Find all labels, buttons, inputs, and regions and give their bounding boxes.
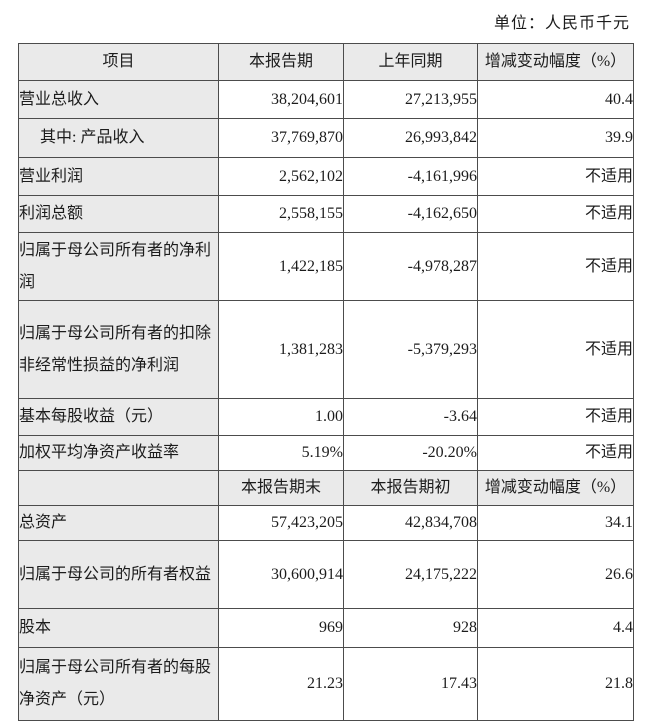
current-value-cell: 1,422,185 <box>218 232 344 301</box>
prior-value-cell: 42,834,708 <box>343 505 478 541</box>
label-cell: 归属于母公司的所有者权益 <box>18 540 219 609</box>
row-net-profit-excl-nonrecurring: 归属于母公司所有者的扣除非经常性损益的净利润 1,381,283 -5,379,… <box>18 300 634 399</box>
current-value-cell: 30,600,914 <box>218 540 344 609</box>
prior-value-cell: -4,161,996 <box>343 157 478 196</box>
label-cell: 营业总收入 <box>18 80 219 119</box>
header-change-percent-2: 增减变动幅度（%） <box>477 470 634 506</box>
change-value-cell: 不适用 <box>477 435 634 471</box>
prior-value-cell: -3.64 <box>343 398 478 436</box>
row-net-assets-per-share: 归属于母公司所有者的每股净资产（元） 21.23 17.43 21.8 <box>18 647 634 721</box>
change-value-cell: 不适用 <box>477 300 634 399</box>
label-cell: 总资产 <box>18 505 219 541</box>
row-basic-eps: 基本每股收益（元） 1.00 -3.64 不适用 <box>18 398 634 436</box>
label-cell: 股本 <box>18 608 219 648</box>
prior-value-cell: 26,993,842 <box>343 118 478 158</box>
current-value-cell: 57,423,205 <box>218 505 344 541</box>
current-value-cell: 37,769,870 <box>218 118 344 158</box>
current-value-cell: 38,204,601 <box>218 80 344 119</box>
label-cell: 归属于母公司所有者的每股净资产（元） <box>18 647 219 721</box>
change-value-cell: 4.4 <box>477 608 634 648</box>
prior-value-cell: -4,162,650 <box>343 195 478 233</box>
change-value-cell: 21.8 <box>477 647 634 721</box>
prior-value-cell: 17.43 <box>343 647 478 721</box>
currency-unit-label: 单位：人民币千元 <box>493 15 630 32</box>
prior-value-cell: -20.20% <box>343 435 478 471</box>
row-total-revenue: 营业总收入 38,204,601 27,213,955 40.4 <box>18 80 634 119</box>
current-value-cell: 2,558,155 <box>218 195 344 233</box>
label-cell: 其中: 产品收入 <box>18 118 219 158</box>
change-value-cell: 40.4 <box>477 80 634 119</box>
current-value-cell: 969 <box>218 608 344 648</box>
header-prior-period: 上年同期 <box>343 43 478 81</box>
change-value-cell: 39.9 <box>477 118 634 158</box>
row-share-capital: 股本 969 928 4.4 <box>18 608 634 648</box>
change-value-cell: 不适用 <box>477 195 634 233</box>
label-cell: 营业利润 <box>18 157 219 196</box>
header-current-period: 本报告期 <box>218 43 344 81</box>
row-operating-profit: 营业利润 2,562,102 -4,161,996 不适用 <box>18 157 634 196</box>
label-cell: 利润总额 <box>18 195 219 233</box>
current-value-cell: 21.23 <box>218 647 344 721</box>
change-value-cell: 34.1 <box>477 505 634 541</box>
row-product-revenue: 其中: 产品收入 37,769,870 26,993,842 39.9 <box>18 118 634 158</box>
prior-value-cell: 27,213,955 <box>343 80 478 119</box>
row-weighted-avg-roe: 加权平均净资产收益率 5.19% -20.20% 不适用 <box>18 435 634 471</box>
change-value-cell: 不适用 <box>477 157 634 196</box>
label-cell: 基本每股收益（元） <box>18 398 219 436</box>
prior-value-cell: 928 <box>343 608 478 648</box>
current-value-cell: 5.19% <box>218 435 344 471</box>
label-cell: 归属于母公司所有者的净利润 <box>18 232 219 301</box>
label-cell: 归属于母公司所有者的扣除非经常性损益的净利润 <box>18 300 219 399</box>
current-value-cell: 1,381,283 <box>218 300 344 399</box>
row-total-assets: 总资产 57,423,205 42,834,708 34.1 <box>18 505 634 541</box>
header-period-start: 本报告期初 <box>343 470 478 506</box>
table-header-row-income: 项目 本报告期 上年同期 增减变动幅度（%） <box>18 43 634 81</box>
prior-value-cell: 24,175,222 <box>343 540 478 609</box>
header-period-end: 本报告期末 <box>218 470 344 506</box>
row-total-profit: 利润总额 2,558,155 -4,162,650 不适用 <box>18 195 634 233</box>
header-change-percent: 增减变动幅度（%） <box>477 43 634 81</box>
prior-value-cell: -4,978,287 <box>343 232 478 301</box>
change-value-cell: 26.6 <box>477 540 634 609</box>
current-value-cell: 2,562,102 <box>218 157 344 196</box>
table-header-row-balance: 本报告期末 本报告期初 增减变动幅度（%） <box>18 470 634 506</box>
financial-summary-table: 项目 本报告期 上年同期 增减变动幅度（%） 营业总收入 38,204,601 … <box>18 43 634 721</box>
current-value-cell: 1.00 <box>218 398 344 436</box>
header-blank <box>18 470 219 506</box>
label-cell: 加权平均净资产收益率 <box>18 435 219 471</box>
change-value-cell: 不适用 <box>477 398 634 436</box>
row-equity-to-parent: 归属于母公司的所有者权益 30,600,914 24,175,222 26.6 <box>18 540 634 609</box>
change-value-cell: 不适用 <box>477 232 634 301</box>
row-net-profit-to-parent: 归属于母公司所有者的净利润 1,422,185 -4,978,287 不适用 <box>18 232 634 301</box>
prior-value-cell: -5,379,293 <box>343 300 478 399</box>
header-item: 项目 <box>18 43 219 81</box>
